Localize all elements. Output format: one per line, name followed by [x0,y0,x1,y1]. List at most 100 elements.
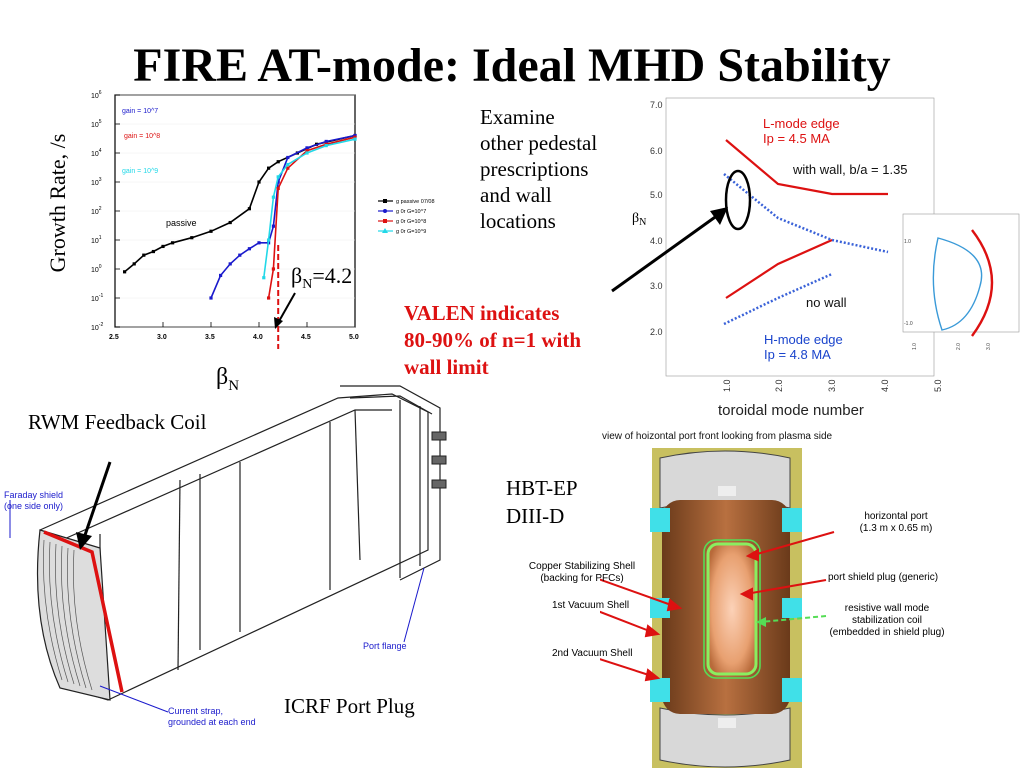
lower-tile [659,707,791,768]
current-strap-leader [99,685,169,713]
data-point [209,229,213,233]
y-tick-label: 105 [91,119,102,129]
with-wall-label: with wall, b/a = 1.35 [792,162,908,177]
data-point [353,135,357,139]
data-point [353,133,357,138]
plot-legend: g passive 07/08 g 0r G=10^7 g 0r G=10^8 … [378,199,435,235]
data-point [257,241,261,245]
data-point [257,180,261,184]
x-tick-label: 2.5 [109,334,119,341]
data-point [171,241,175,245]
toroidal-x-label: toroidal mode number [718,402,864,419]
data-point [276,180,280,184]
examine-line: prescriptions [480,157,589,181]
svg-text:1.0: 1.0 [912,343,918,350]
l-mode-line [725,139,888,196]
data-point [305,151,309,155]
rwm-text: resistive wall mode [844,603,930,614]
cyan-block [782,678,802,702]
x-tick-label: 3.5 [205,334,215,341]
svg-text:4.0: 4.0 [880,379,890,392]
data-point [267,166,271,170]
y-tick-label: 103 [91,177,102,187]
port-hole [718,718,736,728]
upper-tile [659,450,791,509]
svg-text:6.0: 6.0 [650,146,663,156]
rwm-coil-label: RWM Feedback Coil [28,410,207,434]
data-point [132,262,136,266]
vac2-label: 2nd Vacuum Shell [552,648,633,659]
inset-frame [902,213,1020,333]
valen-text: VALEN indicates 80-90% of n=1 with wall … [404,300,581,381]
growth-rate-plot: 10-2 10-1 100 101 102 103 104 105 106 2.5 3.0 3.5 4… [91,90,435,349]
copper-shell-label: Copper Stabilizing Shell (backing for PF… [522,561,642,585]
beta-plot-frame [665,97,935,377]
examine-line: other pedestal [480,131,598,155]
data-point [190,236,194,240]
data-point [286,155,290,160]
data-point [324,139,328,144]
data-point [305,149,309,153]
legend-g9: g 0r G=10^9 [396,229,426,235]
h-mode-ip: Ip = 4.8 MA [764,347,831,362]
svg-text:5.0: 5.0 [933,379,943,392]
data-point [305,146,309,150]
cyan-block [782,508,802,532]
y-tick-label: 10-2 [91,322,103,332]
data-point [276,186,280,191]
examine-line: Examine [480,105,555,129]
beta-x-ticks: 1.0 2.0 3.0 4.0 5.0 [722,379,943,392]
series-line [263,138,356,278]
cyan-block [782,598,802,618]
legend-g8: g 0r G=10^8 [396,219,426,225]
cyan-block [650,508,670,532]
h-mode-line [725,238,833,299]
data-point [353,137,357,141]
data-point [219,273,223,278]
svg-text:2.0: 2.0 [774,379,784,392]
data-point [271,224,275,228]
valen-arrow [611,207,728,293]
beta-y-label: βN [632,211,646,228]
data-point [151,249,155,254]
slide-title: FIRE AT-mode: Ideal MHD Stability [133,39,891,92]
horizontal-port-text: horizontal port [864,511,928,522]
wall-curve [971,229,994,337]
current-strap-label: Current strap, grounded at each end [168,706,256,727]
beta-vs-mode-plot: 7.0 6.0 5.0 4.0 3.0 2.0 1.0 2.0 3.0 4.0 … [632,97,1020,419]
svg-text:3.0: 3.0 [650,281,663,291]
data-point [228,220,232,225]
cyan-block [650,678,670,702]
growth-rate-axis-label: Growth Rate, /s [45,133,70,273]
beta-y-ticks: 7.0 6.0 5.0 4.0 3.0 2.0 [650,100,663,337]
rwm-leader [759,615,827,623]
examine-line: locations [480,209,556,233]
legend-passive: g passive 07/08 [396,199,435,205]
port-view-caption: view of hoizontal port front looking fro… [602,431,833,442]
port-shield-label: port shield plug (generic) [828,572,939,583]
data-point [161,244,165,249]
data-point [247,207,251,211]
x-tick-label: 4.5 [301,334,311,341]
rwm-text: stabilization coil [851,615,923,626]
svg-text:1.0: 1.0 [722,379,732,392]
data-point [286,166,290,170]
port-flange-label: Port flange [363,641,407,651]
port-view-diagram [600,448,835,768]
data-point [228,262,232,266]
gain-label-1e9: gain = 10^9 [122,168,158,175]
svg-text:3.0: 3.0 [986,343,992,350]
y-tick-label: 104 [91,148,102,158]
x-tick-labels: 2.5 3.0 3.5 4.0 4.5 5.0 [109,322,359,341]
data-point [271,267,275,271]
no-wall-label: no wall [806,295,847,310]
icrf-port-plug-drawing [9,385,447,713]
diii-d-label: DIII-D [506,504,565,528]
beta-n-x-label: βN [216,364,240,394]
svg-text:2.0: 2.0 [956,343,962,350]
svg-text:2.0: 2.0 [650,327,663,337]
valen-line: 80-90% of n=1 with [404,328,582,352]
h-mode-label: H-mode edge [764,332,843,347]
data-point [286,162,290,167]
